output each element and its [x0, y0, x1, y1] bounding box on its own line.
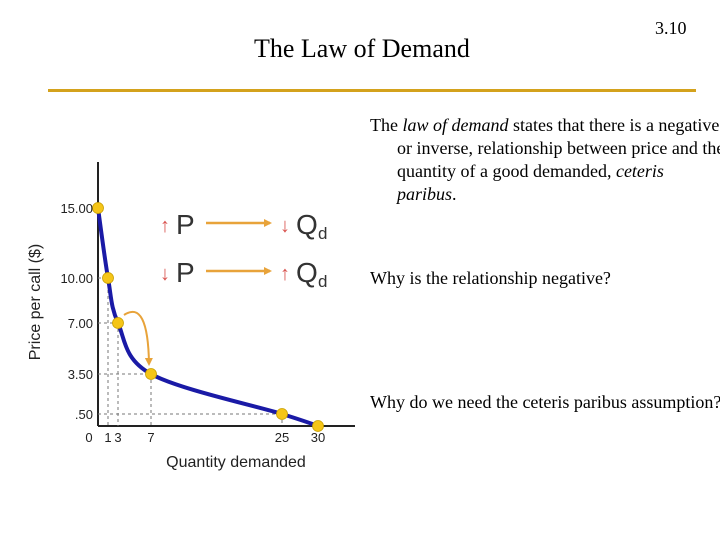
y-axis-label: Price per call ($): [27, 244, 44, 360]
relation-price-up-q-subscript: d: [318, 224, 327, 243]
relation-price-up-p-arrow: ↑: [160, 215, 170, 237]
data-point-2: [112, 317, 124, 329]
movement-arrow: [123, 310, 153, 366]
law-of-demand-definition: The law of demand states that there is a…: [370, 114, 720, 206]
data-point-5: [312, 420, 324, 432]
slide-number: 3.10: [655, 18, 687, 38]
relation-price-up-q-label: Q: [296, 209, 318, 240]
x-tick-label: 3: [114, 430, 121, 445]
relation-price-up-p-label: P: [176, 209, 195, 240]
data-point-1: [102, 272, 114, 284]
data-point-3: [145, 368, 157, 380]
y-tick-label: 10.00: [60, 271, 93, 286]
y-tick-label: 7.00: [68, 316, 93, 331]
relation-price-down-q-label: Q: [296, 257, 318, 288]
relation-price-down-q-arrow: ↑: [280, 263, 290, 285]
x-tick-label: 30: [311, 430, 325, 445]
definition-prefix: The: [370, 115, 403, 135]
x-tick-label: 7: [147, 430, 154, 445]
demand-curve: [96, 207, 319, 428]
title-divider: [48, 89, 696, 92]
relation-price-down-p-label: P: [176, 257, 195, 288]
data-point-0: [92, 202, 104, 214]
definition-middle: states that there is a negative, or inve…: [397, 115, 720, 181]
x-tick-label: 1: [104, 430, 111, 445]
question-negative-relationship: Why is the relationship negative?: [370, 268, 611, 288]
definition-term: law of demand: [402, 115, 509, 135]
definition-suffix: .: [452, 184, 457, 204]
question-ceteris-paribus: Why do we need the ceteris paribus assum…: [370, 392, 720, 412]
y-tick-label: 3.50: [68, 367, 93, 382]
definition-emphasis: ceteris paribus: [397, 161, 664, 204]
y-tick-label: .50: [75, 407, 93, 422]
y-tick-label: 15.00: [60, 201, 93, 216]
x-tick-label: 0: [85, 430, 92, 445]
relation-price-down-p-arrow: ↓: [160, 263, 170, 285]
slide-title: The Law of Demand: [254, 34, 470, 63]
data-point-4: [276, 408, 288, 420]
x-axis-label: Quantity demanded: [166, 454, 306, 471]
relation-price-down-q-subscript: d: [318, 272, 327, 291]
demand-chart: .50 3.50 7.00 10.00 15.00 0 1 3 7 25 30 Quantity de…: [27, 162, 355, 471]
relation-price-up-q-arrow: ↓: [280, 215, 290, 237]
x-tick-label: 25: [275, 430, 289, 445]
